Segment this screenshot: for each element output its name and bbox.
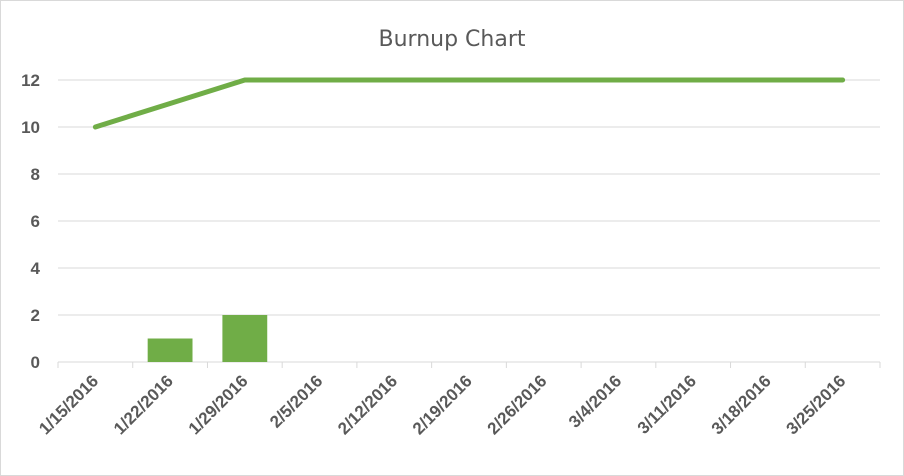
line-point <box>692 79 694 81</box>
line-series <box>92 77 846 130</box>
bar <box>222 315 268 362</box>
y-axis-ticks: 0 2 4 6 8 10 12 <box>21 71 40 372</box>
line-point <box>468 79 470 81</box>
y-tick-label: 10 <box>21 118 40 137</box>
x-tick-label: 1/29/2016 <box>185 371 252 438</box>
line-point <box>169 103 171 104</box>
line-point <box>767 79 769 81</box>
line-series-path <box>92 77 846 130</box>
x-tick-label: 2/26/2016 <box>484 371 551 438</box>
line-point <box>842 79 844 81</box>
y-tick-label: 2 <box>31 306 40 325</box>
x-tick-label: 2/5/2016 <box>266 371 326 431</box>
x-tick-label: 3/25/2016 <box>783 371 850 438</box>
y-tick-label: 12 <box>21 71 40 90</box>
bar-series <box>147 315 268 362</box>
y-tick-label: 0 <box>31 353 40 372</box>
line-point <box>543 79 545 81</box>
y-tick-label: 6 <box>31 212 40 231</box>
x-tick-label: 3/4/2016 <box>565 371 625 431</box>
x-tick-label: 3/18/2016 <box>708 371 775 438</box>
line-point <box>319 79 321 81</box>
x-axis-ticks: 1/15/2016 1/22/2016 1/29/2016 2/5/2016 2/12/… <box>35 371 849 438</box>
line-point <box>393 79 395 81</box>
x-tick-label: 3/11/2016 <box>634 371 700 437</box>
line-point <box>94 126 96 128</box>
y-tick-label: 4 <box>31 259 41 278</box>
line-point <box>244 79 246 81</box>
bar <box>147 338 193 362</box>
chart-title: Burnup Chart <box>379 27 526 52</box>
x-tick-label: 2/12/2016 <box>334 371 401 438</box>
y-tick-label: 8 <box>31 165 40 184</box>
x-tick-label: 1/15/2016 <box>35 371 102 438</box>
gridlines <box>57 79 881 368</box>
x-tick-label: 2/19/2016 <box>409 371 476 438</box>
x-tick-label: 1/22/2016 <box>110 371 177 438</box>
line-point <box>617 79 619 81</box>
